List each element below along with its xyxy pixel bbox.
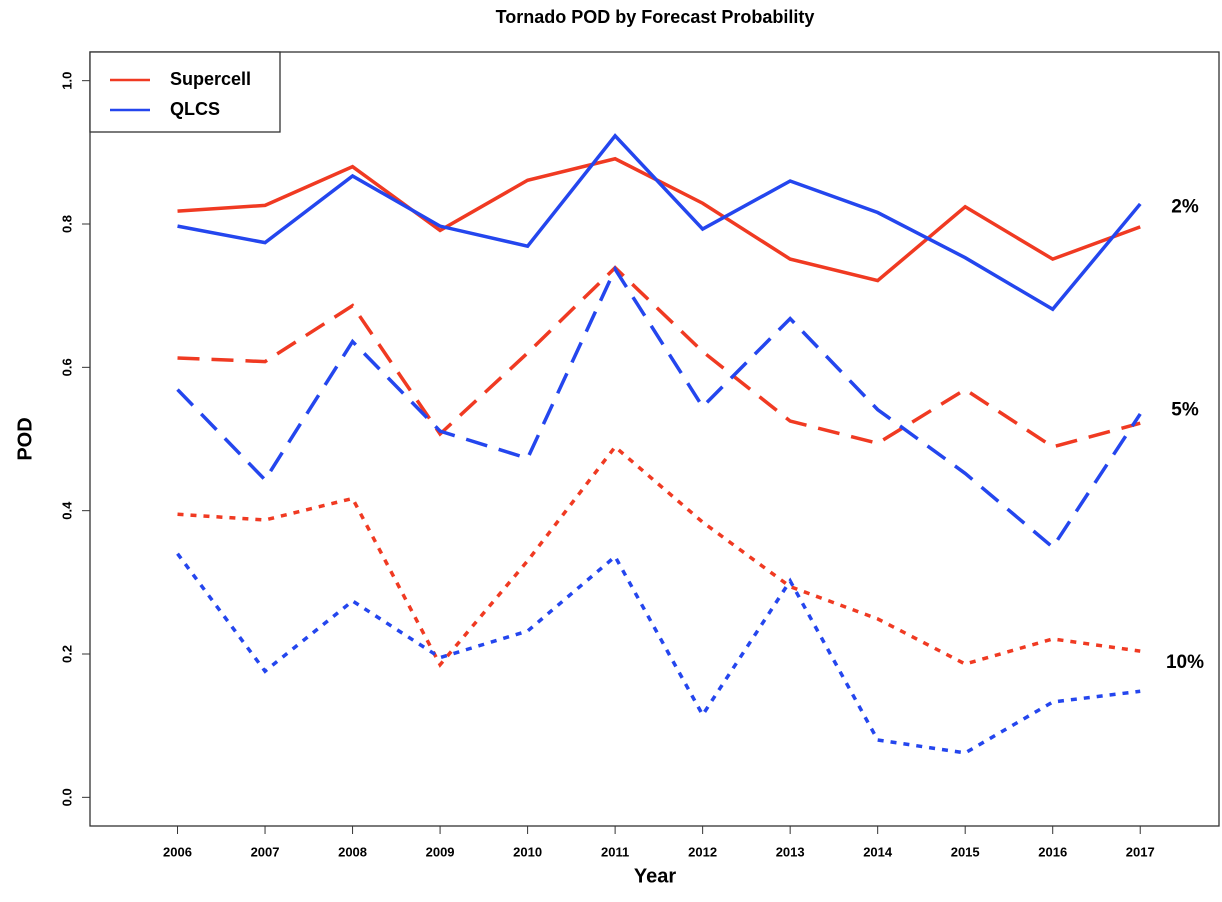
x-tick-label: 2013	[776, 844, 805, 859]
y-tick-label: 0.6	[59, 358, 74, 376]
x-tick-label: 2008	[338, 844, 367, 859]
x-tick-label: 2011	[601, 844, 629, 859]
line-series	[176, 552, 1141, 755]
x-tick-label: 2012	[688, 844, 717, 859]
x-tick-label: 2007	[251, 844, 280, 859]
x-axis-label: Year	[634, 865, 676, 887]
x-tick-label: 2009	[426, 844, 455, 859]
y-tick-label: 0.0	[59, 788, 74, 806]
y-tick-label: 0.2	[59, 645, 74, 663]
y-tick-label: 0.8	[59, 215, 74, 233]
x-tick-label: 2017	[1126, 844, 1155, 859]
plot-frame	[89, 51, 1220, 827]
line-series	[177, 133, 1142, 312]
level-annotation: 2%	[1171, 196, 1199, 217]
level-annotation: 5%	[1171, 400, 1199, 421]
x-tick-label: 2010	[513, 844, 542, 859]
legend-label: QLCS	[170, 99, 220, 119]
y-tick-label: 1.0	[59, 72, 74, 90]
x-tick-label: 2015	[951, 844, 980, 859]
legend-label: Supercell	[170, 69, 251, 89]
x-tick-label: 2014	[863, 844, 893, 859]
line-series	[177, 156, 1141, 283]
line-series	[176, 265, 1142, 550]
x-tick-label: 2006	[163, 844, 192, 859]
line-series	[177, 265, 1141, 449]
y-axis-label: POD	[14, 417, 36, 460]
line-series	[177, 444, 1141, 668]
legend-box	[89, 51, 281, 133]
level-annotation: 10%	[1166, 652, 1204, 673]
y-tick-label: 0.4	[59, 501, 74, 520]
x-tick-label: 2016	[1038, 844, 1067, 859]
chart-title: Tornado POD by Forecast Probability	[496, 7, 815, 27]
